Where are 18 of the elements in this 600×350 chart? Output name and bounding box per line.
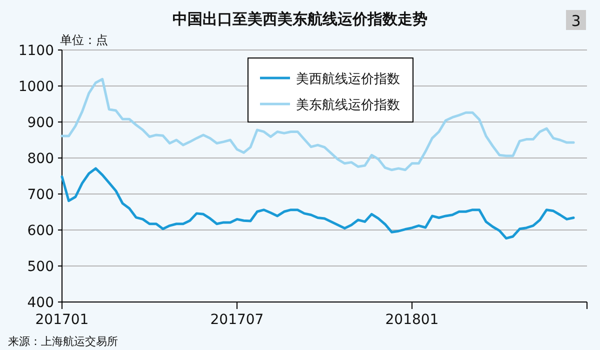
y-tick-label: 1000 <box>18 79 54 95</box>
y-tick-label: 700 <box>27 187 54 203</box>
chart-title: 中国出口至美西美东航线运价指数走势 <box>172 10 428 28</box>
y-tick-label: 800 <box>27 151 54 167</box>
line-series <box>60 167 575 240</box>
x-tick-label: 201701 <box>35 312 89 328</box>
y-tick-label: 400 <box>27 295 54 311</box>
y-tick-label: 500 <box>27 259 54 275</box>
y-axis-title: 单位：点 <box>60 33 108 47</box>
y-tick-label: 900 <box>27 115 54 131</box>
legend-label: 美西航线运价指数 <box>296 71 400 87</box>
y-tick-label: 1100 <box>18 43 54 59</box>
x-tick-label: 201801 <box>385 312 439 328</box>
legend-label: 美东航线运价指数 <box>296 97 400 113</box>
source-note: 来源：上海航运交易所 <box>8 335 118 348</box>
y-tick-label: 600 <box>27 223 54 239</box>
x-tick-label: 201707 <box>210 312 264 328</box>
text: 3 <box>571 12 581 30</box>
